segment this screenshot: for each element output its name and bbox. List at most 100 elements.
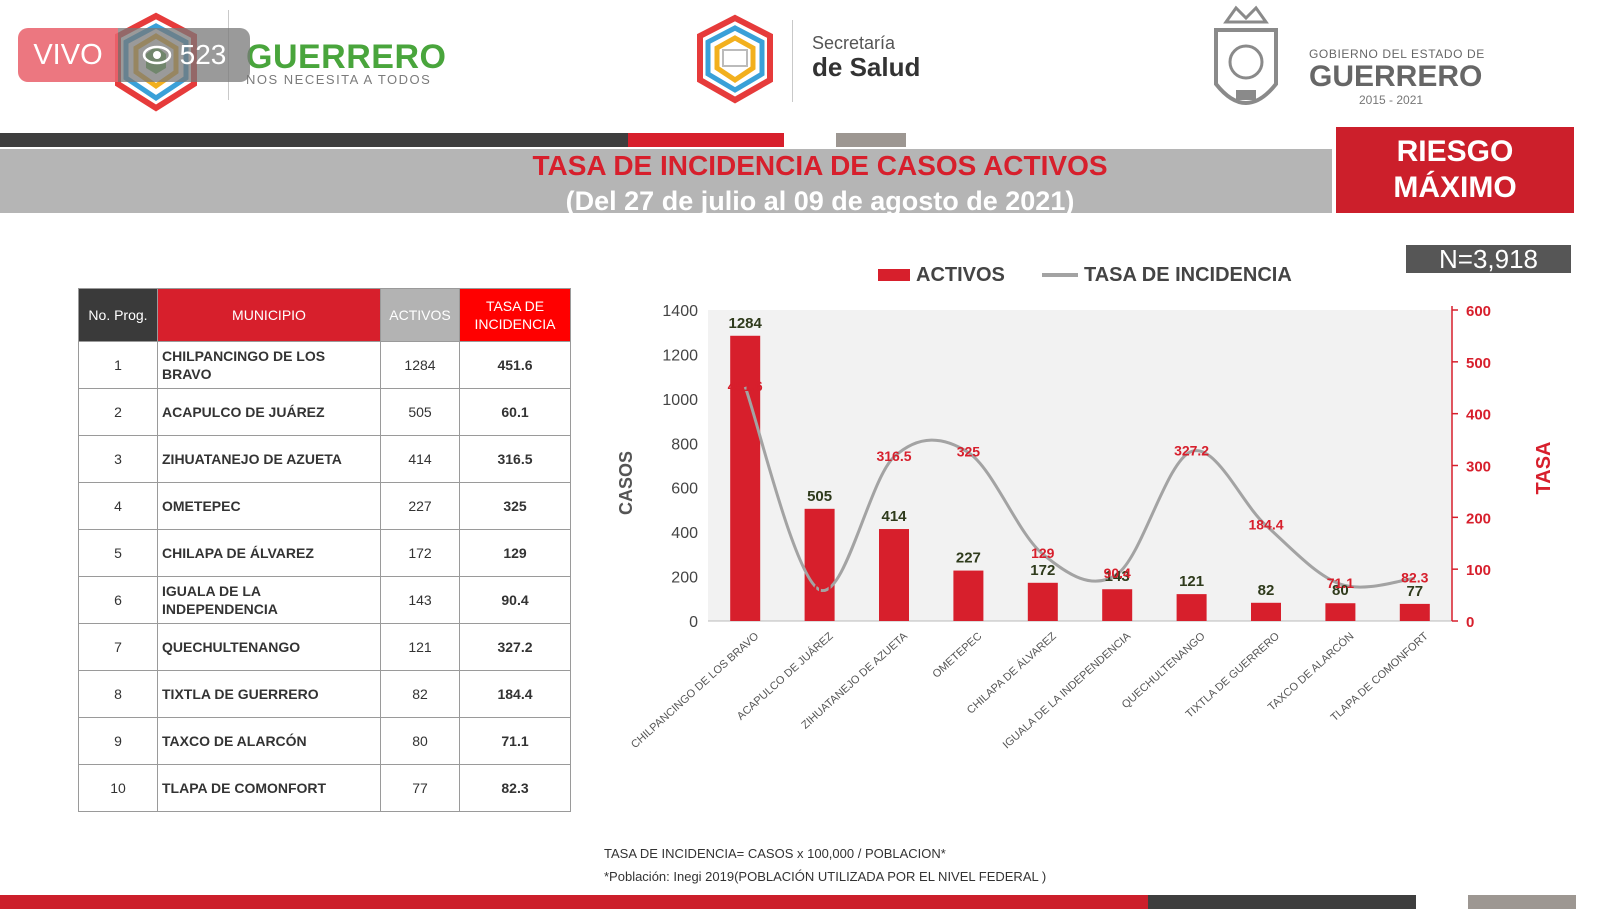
bar bbox=[1176, 594, 1207, 621]
cell-activos: 1284 bbox=[380, 341, 460, 389]
salud-logo-icon bbox=[697, 14, 773, 104]
y2-tick-label: 0 bbox=[1466, 614, 1474, 631]
gob-line2: GUERRERO bbox=[1309, 60, 1483, 93]
rate-line bbox=[743, 386, 1415, 592]
y2-tick-label: 300 bbox=[1466, 459, 1491, 476]
cell-no: 2 bbox=[78, 388, 158, 436]
rate-value-label: 71.1 bbox=[1327, 575, 1354, 591]
bar-value-label: 172 bbox=[1030, 562, 1055, 579]
cell-municipio: ZIHUATANEJO DE AZUETA bbox=[157, 435, 381, 483]
cell-municipio: CHILPANCINGO DE LOS BRAVO bbox=[157, 341, 381, 389]
bar bbox=[1325, 603, 1356, 621]
bottom-stripe-red bbox=[0, 895, 1148, 909]
cell-activos: 172 bbox=[380, 529, 460, 577]
cell-no: 9 bbox=[78, 717, 158, 765]
cell-no: 10 bbox=[78, 764, 158, 812]
header-tasa: TASA DE INCIDENCIA bbox=[459, 288, 571, 342]
rate-value-label: 451.6 bbox=[728, 378, 763, 394]
y-tick-label: 800 bbox=[671, 436, 698, 453]
cell-municipio: TAXCO DE ALARCÓN bbox=[157, 717, 381, 765]
x-tick-label: CHILPANCINGO DE LOS BRAVO bbox=[629, 630, 762, 751]
cell-no: 1 bbox=[78, 341, 158, 389]
y-tick-label: 600 bbox=[671, 481, 698, 498]
risk-line2: MÁXIMO bbox=[1393, 171, 1517, 204]
table-header-row: No. Prog. MUNICIPIO ACTIVOS TASA DE INCI… bbox=[78, 288, 571, 342]
salud-divider bbox=[792, 20, 793, 102]
cell-tasa: 327.2 bbox=[459, 623, 571, 671]
cell-tasa: 60.1 bbox=[459, 388, 571, 436]
footnote-formula: TASA DE INCIDENCIA= CASOS x 100,000 / PO… bbox=[604, 846, 946, 861]
state-seal-icon bbox=[1214, 5, 1278, 105]
cell-activos: 82 bbox=[380, 670, 460, 718]
total-count: N=3,918 bbox=[1406, 244, 1571, 274]
table-row: 4 OMETEPEC 227 325 bbox=[78, 482, 571, 530]
table-row: 5 CHILAPA DE ÁLVAREZ 172 129 bbox=[78, 529, 571, 577]
bar bbox=[879, 529, 909, 621]
x-tick-label: IGUALA DE LA INDEPENDENCIA bbox=[1001, 630, 1134, 751]
cell-tasa: 129 bbox=[459, 529, 571, 577]
cell-activos: 505 bbox=[380, 388, 460, 436]
y-axis-label: CASOS bbox=[616, 451, 636, 515]
y2-tick-label: 500 bbox=[1466, 355, 1491, 372]
bar-value-label: 414 bbox=[881, 508, 907, 525]
bar bbox=[1251, 602, 1281, 621]
cell-activos: 414 bbox=[380, 435, 460, 483]
combo-chart: ACTIVOS TASA DE INCIDENCIA CASOS TASA 0 2… bbox=[616, 264, 1555, 751]
y-tick-label: 400 bbox=[671, 525, 698, 542]
table-row: 1 CHILPANCINGO DE LOS BRAVO 1284 451.6 bbox=[78, 341, 571, 389]
bar bbox=[1399, 603, 1430, 621]
bar-value-label: 82 bbox=[1258, 582, 1275, 599]
cell-tasa: 316.5 bbox=[459, 435, 571, 483]
cell-municipio: TIXTLA DE GUERRERO bbox=[157, 670, 381, 718]
rate-value-label: 82.3 bbox=[1401, 569, 1428, 585]
bar bbox=[804, 508, 835, 621]
cell-municipio: OMETEPEC bbox=[157, 482, 381, 530]
cell-no: 3 bbox=[78, 435, 158, 483]
x-tick-label: TAXCO DE ALARCÓN bbox=[1265, 630, 1356, 714]
rate-value-label: 184.4 bbox=[1248, 516, 1283, 532]
live-badge: VIVO 523 bbox=[18, 28, 250, 82]
rate-value-label: 90.4 bbox=[1104, 565, 1131, 581]
bar bbox=[1027, 582, 1058, 621]
bar-value-label: 77 bbox=[1406, 583, 1423, 600]
cell-no: 7 bbox=[78, 623, 158, 671]
cell-tasa: 82.3 bbox=[459, 764, 571, 812]
cell-activos: 227 bbox=[380, 482, 460, 530]
rate-value-label: 129 bbox=[1031, 545, 1055, 561]
rate-value-label: 325 bbox=[957, 444, 981, 460]
legend-label-tasa: TASA DE INCIDENCIA bbox=[1084, 264, 1292, 286]
salud-line2: de Salud bbox=[812, 52, 921, 82]
header-activos: ACTIVOS bbox=[380, 288, 460, 342]
table-row: 10 TLAPA DE COMONFORT 77 82.3 bbox=[78, 764, 571, 812]
rate-value-label: 60.1 bbox=[806, 581, 833, 597]
gob-line1: GOBIERNO DEL ESTADO DE bbox=[1309, 47, 1485, 61]
table-row: 9 TAXCO DE ALARCÓN 80 71.1 bbox=[78, 717, 571, 765]
page-title: TASA DE INCIDENCIA DE CASOS ACTIVOS bbox=[532, 150, 1108, 181]
rate-value-label: 316.5 bbox=[876, 448, 911, 464]
cell-tasa: 90.4 bbox=[459, 576, 571, 624]
y2-tick-label: 100 bbox=[1466, 562, 1491, 579]
table-row: 3 ZIHUATANEJO DE AZUETA 414 316.5 bbox=[78, 435, 571, 483]
cell-municipio: IGUALA DE LA INDEPENDENCIA bbox=[157, 576, 381, 624]
risk-line1: RIESGO bbox=[1396, 135, 1514, 168]
municipality-table: No. Prog. MUNICIPIO ACTIVOS TASA DE INCI… bbox=[78, 288, 571, 812]
cell-municipio: TLAPA DE COMONFORT bbox=[157, 764, 381, 812]
cell-activos: 80 bbox=[380, 717, 460, 765]
viewer-count-value: 523 bbox=[179, 39, 227, 70]
chart-legend: ACTIVOS TASA DE INCIDENCIA bbox=[878, 264, 1292, 286]
cell-no: 8 bbox=[78, 670, 158, 718]
risk-badge: RIESGO MÁXIMO bbox=[1336, 127, 1574, 213]
live-label: VIVO bbox=[18, 28, 118, 82]
bar-value-label: 121 bbox=[1179, 573, 1204, 590]
bar-value-label: 505 bbox=[807, 488, 832, 505]
cell-no: 5 bbox=[78, 529, 158, 577]
cell-no: 6 bbox=[78, 576, 158, 624]
cell-tasa: 451.6 bbox=[459, 341, 571, 389]
bar bbox=[1102, 589, 1133, 621]
bar bbox=[730, 335, 761, 621]
bar bbox=[953, 570, 984, 621]
cell-activos: 77 bbox=[380, 764, 460, 812]
x-tick-label: OMETEPEC bbox=[931, 630, 985, 680]
page-subtitle: (Del 27 de julio al 09 de agosto de 2021… bbox=[565, 186, 1075, 216]
guerrero-tagline: NOS NECESITA A TODOS bbox=[246, 72, 432, 87]
